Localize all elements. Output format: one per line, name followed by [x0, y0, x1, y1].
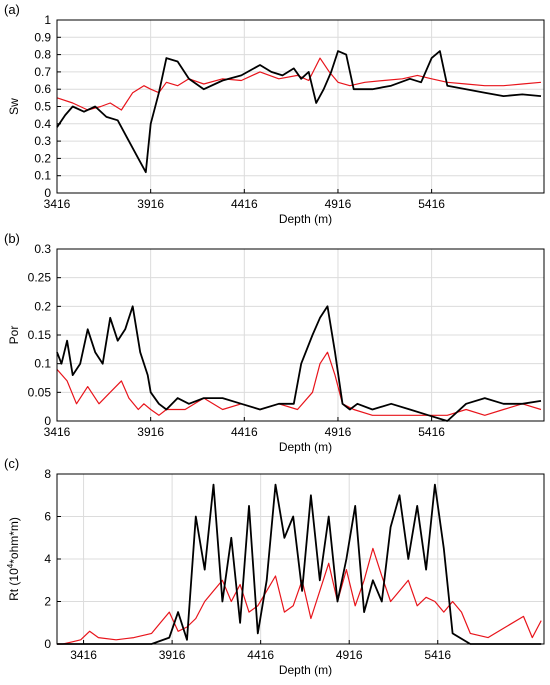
panel-label: (b) [4, 231, 20, 246]
x-axis-label: Depth (m) [279, 440, 332, 454]
y-axis-label-main: Rt (10 [7, 568, 21, 601]
series-red-line [56, 57, 542, 111]
x-tick-label: 4416 [231, 197, 258, 211]
x-tick-label: 4416 [231, 425, 258, 439]
y-tick-label: 0.6 [34, 82, 51, 96]
y-tick-label: 0.2 [34, 151, 51, 165]
y-tick-label: 0 [44, 414, 51, 428]
series-black-line [56, 305, 542, 422]
y-tick-label: 8 [44, 467, 51, 481]
y-tick-label: 0.1 [34, 357, 51, 371]
chart-panel-b: 0 0.05 0.1 0.15 0.2 0.25 0.3 3416 3916 4416 4916 54… [4, 231, 545, 454]
y-tick-label: 0.4 [34, 117, 51, 131]
y-tick-label: 6 [44, 510, 51, 524]
x-tick-label: 5416 [424, 648, 451, 662]
x-tick-label: 5416 [418, 197, 445, 211]
y-tick-label: 0 [44, 637, 51, 651]
x-tick-label: 4916 [325, 425, 352, 439]
chart-panel-a: 0 0.1 0.2 0.3 0.4 0.5 0.6 0.7 0.8 0.9 1 3416 3916 441… [4, 2, 545, 226]
series-black-line [57, 483, 542, 645]
x-tick-label: 4416 [247, 648, 274, 662]
y-tick-label: 0.3 [34, 242, 51, 256]
y-axis-label-superscript: 4 [6, 563, 15, 568]
y-tick-label: 0.8 [34, 48, 51, 62]
x-tick-label: 3416 [44, 197, 71, 211]
y-tick-label: 2 [44, 595, 51, 609]
y-tick-label: 0.1 [34, 169, 51, 183]
x-tick-label: 3916 [137, 197, 164, 211]
x-tick-label: 3916 [137, 425, 164, 439]
y-axis-label-rest: *ohm*m) [7, 517, 21, 564]
panel-label: (a) [4, 2, 20, 17]
x-tick-label: 3416 [70, 648, 97, 662]
y-tick-label: 4 [44, 552, 51, 566]
chart-panel-c: 0 2 4 6 8 3416 3916 4416 4916 5416 Depth (m) Rt (10… [4, 456, 545, 677]
y-axis-label: Sw [7, 98, 21, 115]
x-tick-label: 3916 [159, 648, 186, 662]
y-tick-label: 0.9 [34, 30, 51, 44]
x-tick-label: 4916 [325, 197, 352, 211]
panel-label: (c) [4, 456, 19, 471]
y-axis-label: Por [7, 326, 21, 345]
y-tick-label: 0.2 [34, 299, 51, 313]
x-axis-label: Depth (m) [279, 663, 332, 677]
y-tick-label: 1 [44, 13, 51, 27]
series-black-line [56, 50, 542, 174]
series-red-line [57, 547, 542, 645]
y-tick-label: 0.7 [34, 65, 51, 79]
y-tick-label: 0.05 [28, 385, 52, 399]
y-tick-label: 0.3 [34, 134, 51, 148]
y-tick-label: 0.5 [34, 100, 51, 114]
y-tick-label: 0.15 [28, 328, 52, 342]
y-tick-label: 0.25 [28, 271, 52, 285]
x-tick-label: 5416 [418, 425, 445, 439]
x-tick-label: 3416 [44, 425, 71, 439]
x-tick-label: 4916 [336, 648, 363, 662]
series-red-line [56, 351, 542, 416]
x-axis-label: Depth (m) [279, 212, 332, 226]
y-axis-label: Rt (104*ohm*m) [6, 517, 21, 601]
y-tick-label: 0 [44, 186, 51, 200]
